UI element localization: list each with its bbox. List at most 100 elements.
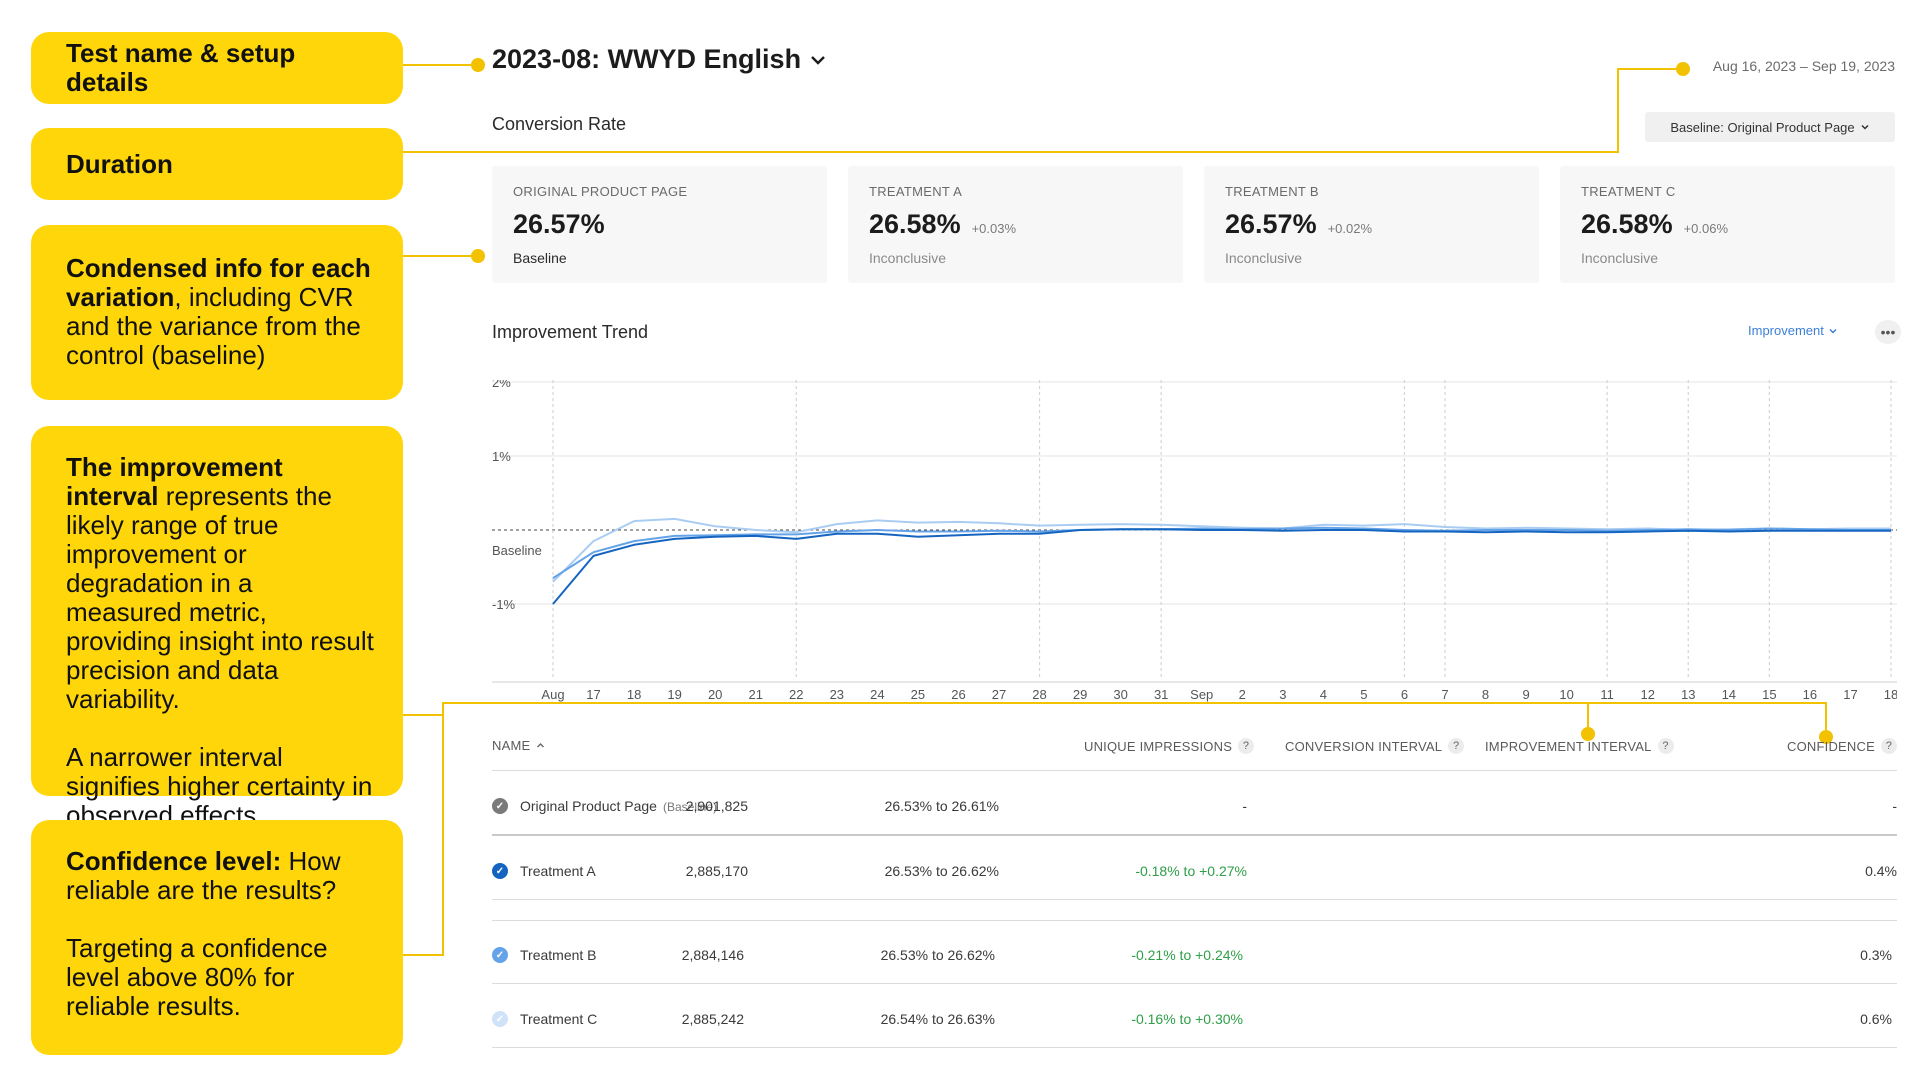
row-confidence: 0.4%: [1865, 863, 1897, 879]
x-tick-label: 10: [1559, 687, 1573, 702]
ellipsis-icon: •••: [1880, 324, 1896, 340]
callout-confidence-text: How reliable are the results?: [66, 846, 341, 905]
test-name-dropdown[interactable]: 2023-08: WWYD English: [492, 44, 827, 75]
variation-card[interactable]: TREATMENT A 26.58% +0.03% Inconclusive: [848, 166, 1183, 283]
header-impressions[interactable]: UNIQUE IMPRESSIONS ?: [1084, 738, 1255, 754]
table-row[interactable]: ✓ Treatment B 2,884,146 26.53% to 26.62%…: [492, 942, 1897, 972]
header-conversion[interactable]: CONVERSION INTERVAL ?: [1285, 738, 1465, 754]
condensed-connector-dot: [471, 249, 485, 263]
x-tick-label: 8: [1482, 687, 1489, 702]
y-tick-label: 2%: [492, 380, 511, 390]
date-range[interactable]: Aug 16, 2023 – Sep 19, 2023: [1712, 58, 1895, 74]
baseline-select[interactable]: Baseline: Original Product Page: [1645, 112, 1895, 142]
x-tick-label: 18: [627, 687, 641, 702]
help-icon[interactable]: ?: [1448, 738, 1465, 754]
variation-label: ORIGINAL PRODUCT PAGE: [513, 184, 688, 199]
row-name: ✓ Treatment C: [492, 1011, 597, 1027]
x-tick-label: 17: [1843, 687, 1857, 702]
x-tick-label: 15: [1762, 687, 1776, 702]
x-tick-label: 27: [992, 687, 1006, 702]
callout-condensed: Condensed info for each variation, inclu…: [31, 225, 403, 400]
variation-delta: +0.02%: [1327, 221, 1373, 236]
variation-card[interactable]: ORIGINAL PRODUCT PAGE 26.57% Baseline: [492, 166, 827, 283]
row-improvement: -0.16% to +0.30%: [1131, 1011, 1243, 1027]
header-name-label: NAME: [492, 738, 531, 753]
x-tick-label: 20: [708, 687, 722, 702]
x-tick-label: 19: [667, 687, 681, 702]
callout-duration: Duration: [31, 128, 403, 200]
row-impressions: 2,901,825: [685, 798, 748, 814]
row-impressions: 2,884,146: [681, 947, 744, 963]
header-improvement[interactable]: IMPROVEMENT INTERVAL ?: [1485, 738, 1674, 754]
x-tick-label: 24: [870, 687, 884, 702]
variation-status: Inconclusive: [1581, 250, 1659, 266]
table-row[interactable]: ✓ Treatment C 2,885,242 26.54% to 26.63%…: [492, 1006, 1897, 1036]
x-tick-label: 30: [1113, 687, 1127, 702]
variation-value: 26.57%: [513, 209, 605, 239]
check-circle-icon: ✓: [492, 863, 508, 879]
x-tick-label: 4: [1320, 687, 1327, 702]
row-improvement: -: [1242, 798, 1247, 814]
x-tick-label: 25: [911, 687, 925, 702]
x-tick-label: 9: [1522, 687, 1529, 702]
callout-confidence-title: Confidence level:: [66, 846, 282, 876]
row-name: ✓ Original Product Page (Baseline): [492, 798, 717, 814]
header-confidence[interactable]: CONFIDENCE ?: [1787, 738, 1897, 754]
x-tick-label: 16: [1803, 687, 1817, 702]
row-confidence: 0.3%: [1860, 947, 1892, 963]
row-conversion: 26.53% to 26.61%: [884, 798, 999, 814]
y-tick-label: 1%: [492, 449, 511, 464]
variation-status: Inconclusive: [869, 250, 947, 266]
variation-delta: +0.06%: [1683, 221, 1729, 236]
callout-improvement-text: represents the likely range of true impr…: [66, 481, 374, 714]
more-options-button[interactable]: •••: [1875, 320, 1901, 344]
callout-condensed-text: , including CVR and the variance from th…: [66, 282, 361, 370]
callout-improvement-text2: A narrower interval signifies higher cer…: [66, 742, 373, 830]
help-icon[interactable]: ?: [1880, 738, 1897, 754]
x-tick-label: 29: [1073, 687, 1087, 702]
help-icon[interactable]: ?: [1238, 738, 1255, 754]
row-name: ✓ Treatment A: [492, 863, 596, 879]
x-tick-label: 6: [1401, 687, 1408, 702]
variation-card[interactable]: TREATMENT C 26.58% +0.06% Inconclusive: [1560, 166, 1895, 283]
row-conversion: 26.54% to 26.63%: [880, 1011, 995, 1027]
divider: [492, 920, 1897, 921]
help-icon[interactable]: ?: [1657, 738, 1674, 754]
row-impressions: 2,885,170: [685, 863, 748, 879]
x-tick-label: 13: [1681, 687, 1695, 702]
trend-metric-select[interactable]: Improvement: [1748, 323, 1838, 338]
duration-connector-dot: [1676, 62, 1690, 76]
header-improvement-label: IMPROVEMENT INTERVAL: [1485, 738, 1652, 754]
row-name: ✓ Treatment B: [492, 947, 597, 963]
x-tick-label: Aug: [541, 687, 564, 702]
improvement-trend-chart: 2%1%Baseline-1%Aug 17 18 19 20 21 22 23 24 25 26 27…: [492, 380, 1897, 702]
table-row[interactable]: ✓ Original Product Page (Baseline) 2,901,…: [492, 793, 1897, 823]
variation-label: TREATMENT C: [1581, 184, 1676, 199]
divider: [492, 899, 1897, 900]
check-circle-icon: ✓: [492, 947, 508, 963]
x-tick-label: 31: [1154, 687, 1168, 702]
check-circle-icon: ✓: [492, 798, 508, 814]
trend-title: Improvement Trend: [492, 322, 649, 342]
variation-label: TREATMENT B: [1225, 184, 1319, 199]
variation-value: 26.58%: [1581, 209, 1673, 239]
trend-metric-label: Improvement: [1748, 323, 1824, 338]
header-name[interactable]: NAME: [492, 738, 545, 753]
x-tick-label: 2: [1239, 687, 1246, 702]
series-line: [552, 528, 1891, 605]
series-line: [552, 526, 1891, 579]
callout-condensed-title: Condensed info for each variation: [66, 253, 371, 312]
x-tick-label: 14: [1722, 687, 1736, 702]
row-improvement: -0.21% to +0.24%: [1131, 947, 1243, 963]
row-name-label: Treatment A: [520, 863, 596, 879]
x-tick-label: 22: [789, 687, 803, 702]
variation-label: TREATMENT A: [869, 184, 963, 199]
divider: [492, 983, 1897, 984]
variation-card[interactable]: TREATMENT B 26.57% +0.02% Inconclusive: [1204, 166, 1539, 283]
header-conversion-label: CONVERSION INTERVAL: [1285, 738, 1443, 754]
table-row[interactable]: ✓ Treatment A 2,885,170 26.53% to 26.62%…: [492, 858, 1897, 888]
row-confidence: 0.6%: [1860, 1011, 1892, 1027]
test-name: 2023-08: WWYD English: [492, 44, 802, 74]
metric-title: Conversion Rate: [492, 114, 627, 134]
x-tick-label: 5: [1360, 687, 1367, 702]
